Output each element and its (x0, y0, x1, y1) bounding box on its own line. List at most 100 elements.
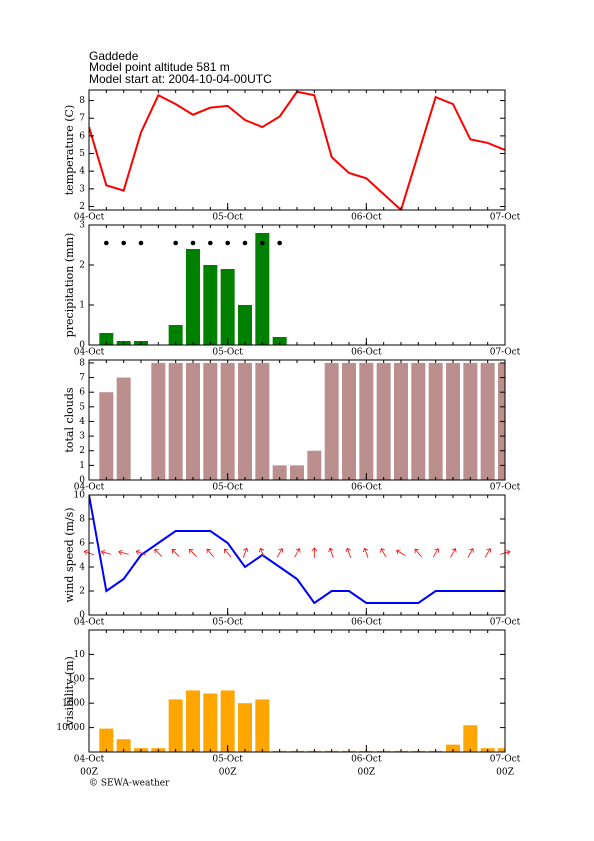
y-axis-label: visibility (m) (63, 656, 76, 727)
wind-arrow (224, 548, 232, 558)
wind-arrow-shape (450, 548, 457, 558)
x-tick-label: 04-Oct (74, 213, 105, 223)
x-tick-label: 06-Oct (351, 483, 382, 493)
wind-arrow (206, 548, 214, 558)
wind-arrow-shape (345, 547, 352, 558)
y-tick-label: 2 (79, 446, 85, 456)
x-tick-label: 04-Oct (74, 483, 105, 493)
wind-arrow (380, 548, 387, 558)
x-sub-label: 00Z (496, 768, 514, 778)
wind-arrow (328, 547, 334, 558)
bar (238, 305, 252, 345)
bar (498, 748, 505, 752)
bar (480, 362, 495, 480)
plot-area (99, 362, 505, 480)
credit: © SEWA-weather (89, 779, 170, 789)
bar (203, 693, 218, 752)
bar (428, 362, 443, 480)
x-sub-label: 00Z (80, 768, 98, 778)
wind-arrow-shape (224, 548, 232, 558)
bar (203, 265, 218, 345)
bar (168, 325, 183, 345)
bar (255, 362, 270, 480)
precip-type-dot (138, 240, 144, 246)
y-tick-label: 8 (79, 96, 85, 106)
header-line: Gaddede (89, 49, 139, 63)
y-tick-label: 1 (79, 461, 85, 471)
wind-arrow (258, 547, 265, 558)
precip-type-dot (104, 240, 109, 246)
x-tick-label: 06-Oct (351, 213, 382, 223)
y-tick-label: 8 (79, 515, 85, 525)
y-tick-label: 4 (79, 563, 85, 573)
x-tick-label: 07-Oct (490, 483, 521, 493)
y-tick-label: 7 (79, 373, 85, 383)
y-tick-label: 0 (79, 341, 85, 351)
wind-arrow-shape (311, 547, 318, 558)
bar (220, 269, 235, 345)
bar (446, 362, 460, 480)
y-tick-label: 3 (79, 221, 85, 231)
bar (116, 739, 131, 752)
wind-arrow-shape (467, 548, 474, 558)
wind-arrow (189, 549, 197, 557)
wind-arrow-shape (206, 548, 214, 558)
bar (99, 392, 114, 480)
bar (359, 362, 374, 480)
wind-arrow (100, 549, 112, 556)
y-tick-label: 6 (79, 539, 85, 549)
wind-arrow (414, 548, 422, 558)
y-tick-label: 100 (68, 674, 85, 684)
x-tick-label: 04-Oct (74, 618, 105, 628)
x-tick-label: 07-Oct (490, 618, 521, 628)
precip-type-dot (260, 240, 265, 246)
x-tick-label: 05-Oct (212, 348, 243, 358)
wind-arrow-shape (189, 549, 197, 557)
line (89, 495, 505, 605)
bar (394, 362, 408, 480)
y-tick-label: 5 (79, 149, 85, 159)
wind-arrow (396, 549, 406, 556)
y-tick-label: 0 (79, 611, 85, 621)
plot-area (99, 690, 505, 752)
wind-arrow-shape (118, 549, 129, 556)
y-tick-label: 4 (79, 417, 85, 427)
precip-type-dot (225, 240, 230, 246)
y-tick-label: 3 (79, 432, 85, 442)
y-tick-label: 3 (79, 184, 85, 194)
bar (272, 337, 287, 345)
precip-type-dot (277, 240, 282, 246)
x-tick-label: 06-Oct (351, 755, 382, 765)
y-axis-label: total clouds (63, 387, 76, 452)
wind-arrow-shape (276, 548, 284, 558)
y-tick-label: 10000 (56, 723, 85, 733)
wind-arrow (118, 549, 129, 556)
y-axis-label: precipitation (mm) (63, 233, 76, 338)
wind-arrow-shape (396, 549, 406, 556)
precip-type-dot (242, 240, 248, 246)
precip-type-dot (121, 240, 126, 246)
x-tick-label: 07-Oct (490, 213, 521, 223)
bar (255, 233, 270, 345)
x-tick-label: 05-Oct (212, 213, 243, 223)
x-sub-label: 00Z (357, 768, 375, 778)
wind-arrow-shape (432, 548, 440, 558)
x-tick-label: 04-Oct (74, 755, 105, 765)
wind-arrow (345, 547, 352, 558)
y-tick-label: 6 (79, 388, 85, 398)
wind-arrow (294, 548, 301, 558)
y-tick-label: 6 (79, 131, 85, 141)
bar (203, 362, 218, 480)
x-tick-label: 04-Oct (74, 348, 105, 358)
x-tick-label: 06-Oct (351, 618, 382, 628)
bar (168, 699, 183, 752)
wind-arrow (450, 548, 457, 558)
wind-arrow-shape (171, 549, 180, 557)
y-tick-label: 7 (79, 114, 85, 124)
wind-arrow-shape (154, 549, 163, 557)
header-line: Model point altitude 581 m (89, 60, 230, 74)
wind-arrow-shape (258, 547, 265, 558)
bar (255, 699, 270, 752)
